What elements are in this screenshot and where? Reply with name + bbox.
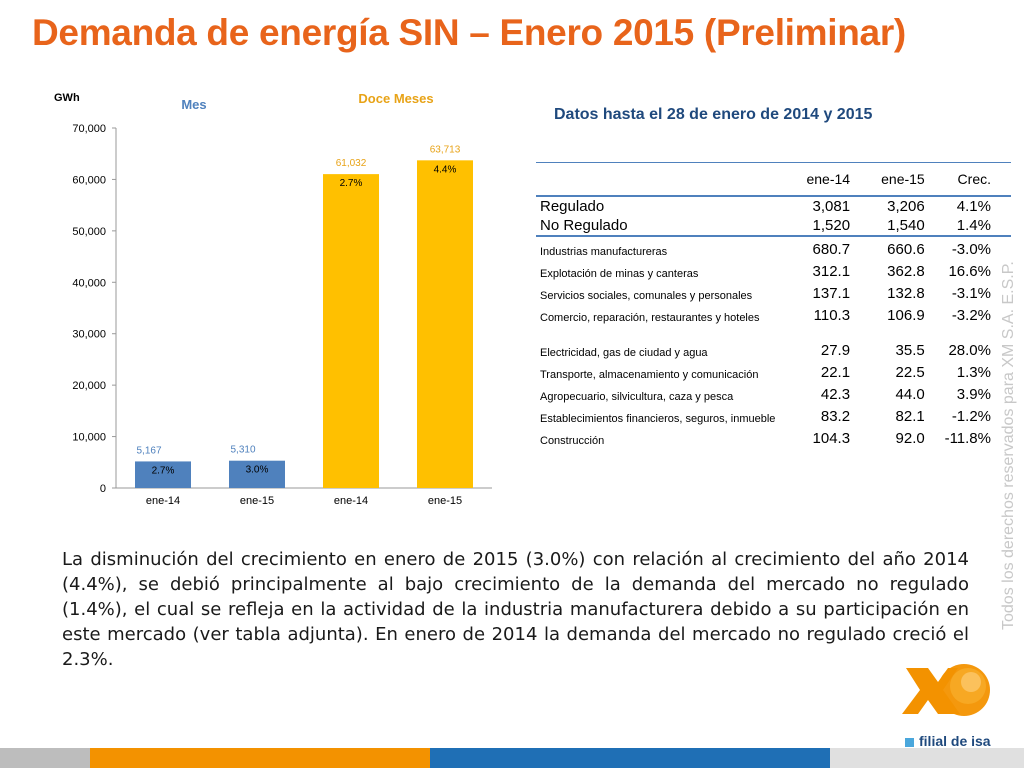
table-cell-ene14: 104.3 — [812, 430, 851, 447]
bar-growth-label: 4.4% — [434, 164, 457, 175]
table-cell-ene15: 3,206 — [887, 198, 925, 215]
y-unit-label: GWh — [54, 92, 80, 104]
table-cell-ene14: 110.3 — [813, 307, 851, 324]
table-cell-crec: 4.1% — [956, 198, 991, 215]
table-row: Transporte, almacenamiento y comunicació… — [536, 359, 1011, 381]
table-cell-sector: Agropecuario, silvicultura, caza y pesca — [540, 391, 734, 403]
table-row: Agropecuario, silvicultura, caza y pesca… — [536, 381, 1011, 403]
table-cell-ene15: 362.8 — [887, 263, 925, 280]
group-label-doce-meses: Doce Meses — [358, 91, 433, 106]
y-tick-label: 70,000 — [72, 123, 106, 135]
table-cell-sector: Industrias manufactureras — [540, 246, 668, 258]
x-tick-label: ene-15 — [428, 495, 462, 507]
bar-growth-label: 2.7% — [152, 465, 175, 476]
bar — [323, 174, 379, 488]
table-cell-sector: Servicios sociales, comunales y personal… — [540, 290, 753, 302]
explanation-paragraph: La disminución del crecimiento en enero … — [62, 549, 969, 670]
group-label-mes: Mes — [181, 97, 206, 112]
table-body: Regulado 3,081 3,206 4.1% No Regulado 1,520 1,… — [536, 196, 1011, 447]
table-cell-ene14: 22.1 — [820, 364, 851, 381]
bar-growth-label: 2.7% — [340, 178, 363, 189]
table-row: Comercio, reparación, restaurantes y hot… — [536, 302, 1011, 324]
table-row: Establecimientos financieros, seguros, i… — [536, 403, 1011, 425]
table-cell-sector: Explotación de minas y canteras — [540, 268, 699, 280]
footer-brand-text: filial de isa — [919, 733, 991, 749]
table-cell-sector: Transporte, almacenamiento y comunicació… — [540, 369, 759, 381]
table-cell-ene15: 660.6 — [887, 241, 925, 258]
y-tick-label: 60,000 — [72, 174, 106, 186]
brand-square-icon — [905, 737, 914, 747]
table-cell-ene14: 27.9 — [820, 342, 851, 359]
table-cell-ene15: 132.8 — [887, 285, 925, 302]
table-cell-ene14: 42.3 — [820, 386, 851, 403]
bar-value-label: 61,032 — [336, 158, 367, 169]
y-tick-label: 40,000 — [72, 277, 106, 289]
table-cell-ene14: 83.2 — [820, 408, 851, 425]
table-cell-sector: Comercio, reparación, restaurantes y hot… — [540, 312, 760, 324]
table-cell-crec: -1.2% — [951, 408, 991, 425]
table-cell-sector: No Regulado — [540, 217, 628, 234]
table-cell-ene14: 3,081 — [812, 198, 851, 215]
bar-value-label: 5,167 — [136, 445, 161, 456]
table-subtitle: Datos hasta el 28 de enero de 2014 y 201… — [554, 106, 873, 123]
y-tick-label: 0 — [100, 483, 106, 495]
table-cell-ene15: 35.5 — [895, 342, 925, 359]
table-cell-crec: -11.8% — [944, 430, 991, 447]
table-header-crec: Crec. — [957, 171, 991, 187]
table-cell-sector: Electricidad, gas de ciudad y agua — [540, 347, 708, 359]
table-cell-crec: -3.1% — [951, 285, 991, 302]
x-tick-label: ene-15 — [240, 495, 274, 507]
table-cell-crec: -3.2% — [951, 307, 991, 324]
table-row: Regulado 3,081 3,206 4.1% — [536, 196, 1011, 216]
table-cell-crec: 16.6% — [948, 263, 991, 280]
x-tick-label: ene-14 — [146, 495, 180, 507]
table-cell-ene14: 680.7 — [812, 241, 851, 258]
y-tick-label: 50,000 — [72, 226, 106, 238]
footer-brand: filial de isa — [905, 733, 991, 749]
table-row: Servicios sociales, comunales y personal… — [536, 280, 1011, 302]
xm-logo — [902, 664, 990, 716]
table-cell-ene15: 92.0 — [895, 430, 925, 447]
table-header-row: ene-14 ene-15 Crec. — [536, 162, 1011, 197]
y-tick-label: 30,000 — [72, 329, 106, 341]
y-tick-label: 10,000 — [72, 432, 106, 444]
table-header-ene15: ene-15 — [881, 171, 925, 187]
bar — [417, 160, 473, 489]
table-row: Industrias manufactureras 680.7 660.6 -3.0% — [536, 236, 1011, 258]
table-header-ene14: ene-14 — [806, 171, 851, 187]
table-cell-sector: Construcción — [540, 435, 605, 447]
table-cell-crec: 1.4% — [956, 217, 991, 234]
bar-value-label: 5,310 — [230, 445, 255, 456]
table-cell-sector: Establecimientos financieros, seguros, i… — [540, 413, 776, 425]
table-cell-sector: Regulado — [540, 198, 605, 215]
table-header-label — [536, 163, 779, 197]
table-cell-crec: 3.9% — [956, 386, 991, 403]
table-row: Electricidad, gas de ciudad y agua 27.9 35… — [536, 324, 1011, 359]
bar-value-label: 63,713 — [430, 144, 461, 155]
table-cell-ene15: 82.1 — [895, 408, 925, 425]
bottom-band — [0, 748, 1024, 768]
table-cell-ene15: 1,540 — [887, 217, 925, 234]
table-cell-crec: 1.3% — [956, 364, 991, 381]
bar-growth-label: 3.0% — [246, 465, 269, 476]
table-cell-ene14: 137.1 — [812, 285, 851, 302]
table-row: Explotación de minas y canteras 312.1 362.… — [536, 258, 1011, 280]
table-cell-ene15: 106.9 — [887, 307, 925, 324]
table-cell-ene15: 22.5 — [895, 364, 925, 381]
table-cell-ene14: 312.1 — [812, 263, 851, 280]
sector-table: ene-14 ene-15 Crec. Regulado 3,081 3,206 4.… — [536, 162, 1011, 447]
y-tick-label: 20,000 — [72, 380, 106, 392]
slide-title: Demanda de energía SIN – Enero 2015 (Pre… — [32, 12, 906, 53]
table-cell-ene14: 1,520 — [812, 217, 851, 234]
table-cell-crec: -3.0% — [951, 241, 991, 258]
bar — [135, 461, 191, 488]
x-tick-label: ene-14 — [334, 495, 368, 507]
table-cell-ene15: 44.0 — [895, 386, 925, 403]
table-row: Construcción 104.3 92.0 -11.8% — [536, 425, 1011, 447]
table-cell-crec: 28.0% — [948, 342, 991, 359]
bar — [229, 460, 285, 488]
table-row: No Regulado 1,520 1,540 1.4% — [536, 216, 1011, 236]
copyright-note: Todos los derechos reservados para XM S.… — [1000, 261, 1017, 630]
